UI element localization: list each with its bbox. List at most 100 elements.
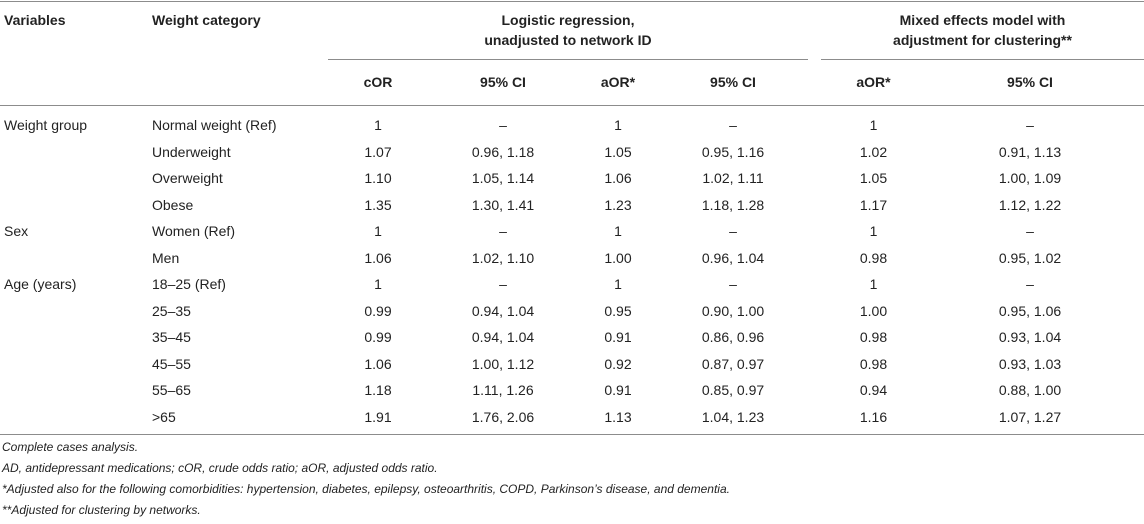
cell-mixed-aor: 0.94 bbox=[859, 382, 888, 398]
row-weight-category: >65 bbox=[152, 409, 176, 425]
cell-cor: 1.10 bbox=[364, 170, 392, 186]
footnote-complete-cases: Complete cases analysis. bbox=[2, 440, 139, 454]
row-weight-category: 45–55 bbox=[152, 356, 191, 372]
cell-aor: 1 bbox=[614, 276, 622, 292]
footnote-comorbidities: *Adjusted also for the following comorbi… bbox=[2, 482, 730, 496]
cell-aor: 1.13 bbox=[604, 409, 632, 425]
cell-mixed-ci: 0.88, 1.00 bbox=[998, 382, 1062, 398]
subheader-cor: cOR bbox=[363, 74, 393, 90]
cell-aor: 0.91 bbox=[604, 382, 632, 398]
cell-mixed-aor: 1.16 bbox=[859, 409, 888, 425]
cell-aor-ci: 0.87, 0.97 bbox=[701, 356, 765, 372]
row-variable: Weight group bbox=[4, 117, 88, 133]
row-weight-category: Underweight bbox=[152, 144, 231, 160]
group2-line1: Mixed effects model with bbox=[899, 12, 1066, 28]
cell-cor: 1.35 bbox=[364, 197, 392, 213]
row-weight-category: 35–45 bbox=[152, 329, 191, 345]
cell-mixed-aor: 0.98 bbox=[859, 250, 888, 266]
cell-mixed-aor: 1.17 bbox=[859, 197, 888, 213]
row-variable: Age (years) bbox=[4, 276, 77, 292]
cell-aor: 1.00 bbox=[604, 250, 632, 266]
subheader-aor-1: aOR* bbox=[600, 74, 636, 90]
cell-mixed-aor: 1 bbox=[869, 276, 878, 292]
cell-mixed-aor: 1 bbox=[869, 223, 878, 239]
cell-aor: 1.23 bbox=[604, 197, 632, 213]
cell-mixed-ci: – bbox=[1026, 276, 1034, 292]
cell-aor-ci: 1.18, 1.28 bbox=[701, 197, 765, 213]
header-variables: Variables bbox=[4, 12, 66, 28]
cell-cor-ci: 1.02, 1.10 bbox=[471, 250, 535, 266]
cell-cor: 0.99 bbox=[364, 303, 392, 319]
group1-line1: Logistic regression, bbox=[501, 12, 635, 28]
cell-cor-ci: 1.30, 1.41 bbox=[471, 197, 535, 213]
header-weight-category: Weight category bbox=[152, 12, 261, 28]
cell-mixed-aor: 1.02 bbox=[859, 144, 888, 160]
cell-cor-ci: 0.94, 1.04 bbox=[471, 303, 535, 319]
cell-cor: 1 bbox=[374, 117, 382, 133]
cell-aor: 1.06 bbox=[604, 170, 632, 186]
cell-cor-ci: 0.96, 1.18 bbox=[471, 144, 535, 160]
cell-mixed-ci: 0.95, 1.06 bbox=[998, 303, 1062, 319]
cell-aor: 1.05 bbox=[604, 144, 632, 160]
cell-aor-ci: 0.85, 0.97 bbox=[701, 382, 765, 398]
row-weight-category: 25–35 bbox=[152, 303, 191, 319]
cell-aor: 0.92 bbox=[604, 356, 632, 372]
cell-cor-ci: 1.05, 1.14 bbox=[471, 170, 535, 186]
cell-cor: 1.18 bbox=[364, 382, 392, 398]
cell-mixed-aor: 0.98 bbox=[859, 329, 888, 345]
cell-cor: 1 bbox=[374, 223, 382, 239]
cell-mixed-ci: 1.00, 1.09 bbox=[998, 170, 1062, 186]
cell-aor: 0.91 bbox=[604, 329, 632, 345]
cell-aor-ci: 0.96, 1.04 bbox=[701, 250, 765, 266]
footnote-abbreviations: AD, antidepressant medications; cOR, cru… bbox=[2, 461, 438, 475]
cell-aor: 0.95 bbox=[604, 303, 632, 319]
cell-mixed-aor: 0.98 bbox=[859, 356, 888, 372]
cell-aor-ci: 0.90, 1.00 bbox=[701, 303, 765, 319]
row-weight-category: Overweight bbox=[152, 170, 223, 186]
row-weight-category: Normal weight (Ref) bbox=[152, 117, 277, 133]
cell-cor: 0.99 bbox=[364, 329, 392, 345]
cell-mixed-aor: 1.00 bbox=[859, 303, 888, 319]
subheader-ci-3: 95% CI bbox=[1007, 74, 1053, 90]
cell-aor-ci: – bbox=[729, 117, 737, 133]
cell-mixed-ci: 0.93, 1.03 bbox=[998, 356, 1062, 372]
row-variable: Sex bbox=[4, 223, 29, 239]
group1-underline bbox=[328, 59, 808, 60]
cell-cor: 1.07 bbox=[364, 144, 392, 160]
cell-cor-ci: – bbox=[499, 276, 507, 292]
cell-aor-ci: – bbox=[729, 276, 737, 292]
table-bottom-rule bbox=[0, 434, 1144, 435]
cell-cor: 1.06 bbox=[364, 250, 392, 266]
cell-mixed-aor: 1.05 bbox=[859, 170, 888, 186]
cell-mixed-ci: – bbox=[1026, 117, 1034, 133]
row-weight-category: Men bbox=[152, 250, 180, 266]
cell-aor-ci: 1.02, 1.11 bbox=[702, 170, 764, 186]
cell-mixed-ci: 1.07, 1.27 bbox=[998, 409, 1062, 425]
cell-aor-ci: 1.04, 1.23 bbox=[701, 409, 765, 425]
cell-cor-ci: 0.94, 1.04 bbox=[471, 329, 535, 345]
cell-mixed-ci: – bbox=[1026, 223, 1034, 239]
table-top-rule bbox=[0, 1, 1144, 2]
cell-cor: 1.91 bbox=[364, 409, 392, 425]
header-group-logistic: Logistic regression, unadjusted to netwo… bbox=[328, 10, 808, 50]
group2-line2: adjustment for clustering** bbox=[893, 32, 1072, 48]
subheader-aor-2: aOR* bbox=[856, 74, 891, 90]
cell-cor-ci: 1.11, 1.26 bbox=[472, 382, 534, 398]
cell-aor-ci: 0.86, 0.96 bbox=[701, 329, 765, 345]
cell-cor-ci: 1.00, 1.12 bbox=[471, 356, 535, 372]
group2-underline bbox=[821, 59, 1144, 60]
cell-cor-ci: 1.76, 2.06 bbox=[471, 409, 535, 425]
cell-mixed-ci: 0.93, 1.04 bbox=[998, 329, 1062, 345]
header-group-mixed: Mixed effects model with adjustment for … bbox=[821, 10, 1144, 50]
row-weight-category: 55–65 bbox=[152, 382, 191, 398]
subheader-ci-1: 95% CI bbox=[480, 74, 526, 90]
cell-cor: 1.06 bbox=[364, 356, 392, 372]
row-weight-category: Women (Ref) bbox=[152, 223, 235, 239]
row-weight-category: 18–25 (Ref) bbox=[152, 276, 226, 292]
cell-mixed-ci: 1.12, 1.22 bbox=[998, 197, 1062, 213]
cell-aor: 1 bbox=[614, 117, 622, 133]
cell-mixed-ci: 0.95, 1.02 bbox=[998, 250, 1062, 266]
footnote-clustering: **Adjusted for clustering by networks. bbox=[2, 503, 201, 517]
cell-aor: 1 bbox=[614, 223, 622, 239]
cell-mixed-ci: 0.91, 1.13 bbox=[998, 144, 1062, 160]
